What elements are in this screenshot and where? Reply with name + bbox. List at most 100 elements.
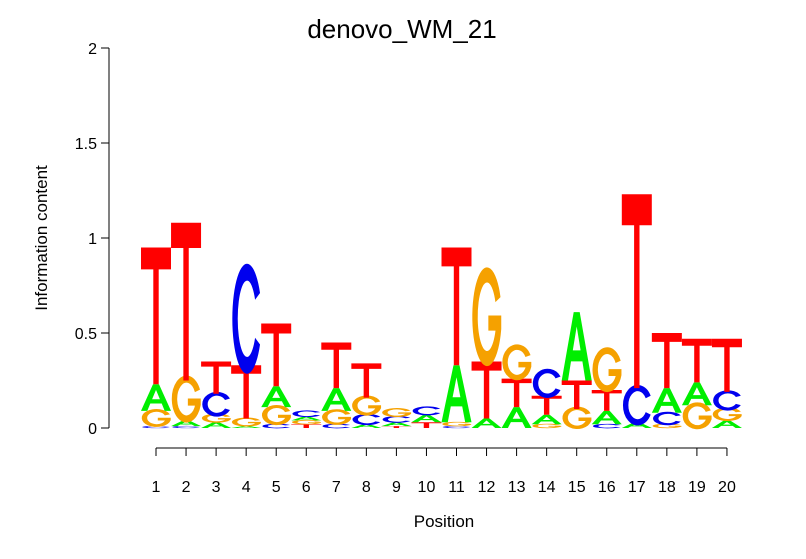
letter-t-mark xyxy=(231,365,262,419)
letter-c-mark xyxy=(593,423,621,429)
y-tick-label: 0 xyxy=(88,421,97,438)
letter-t-mark xyxy=(711,338,742,392)
logo-column xyxy=(441,247,472,429)
logo-column xyxy=(141,247,171,429)
logo-column xyxy=(411,406,442,428)
letter-c-mark xyxy=(442,425,471,429)
letter-g-mark xyxy=(682,402,712,430)
y-tick-label: 0.5 xyxy=(75,326,97,343)
logo-column xyxy=(201,361,232,428)
letter-a-mark xyxy=(441,365,472,423)
letter-t-mark xyxy=(621,194,652,389)
letter-g-mark xyxy=(261,404,291,426)
letter-g-mark xyxy=(382,408,412,417)
letter-g-mark xyxy=(171,375,201,423)
letter-a-mark xyxy=(501,407,532,428)
letter-a-mark xyxy=(621,422,652,428)
chart-title: denovo_WM_21 xyxy=(307,14,496,44)
letter-c-mark xyxy=(232,263,261,374)
letter-g-mark xyxy=(231,417,261,427)
letter-c-mark xyxy=(352,413,381,426)
letter-c-mark xyxy=(382,416,411,423)
x-tick-label: 5 xyxy=(272,479,281,496)
letter-c-mark xyxy=(172,425,200,429)
letter-a-mark xyxy=(561,312,592,381)
y-tick-label: 2 xyxy=(88,41,97,58)
x-tick-label: 20 xyxy=(718,479,736,496)
letter-g-mark xyxy=(442,421,472,427)
x-tick-label: 10 xyxy=(418,479,436,496)
letter-t-mark xyxy=(381,426,412,428)
letter-t-mark xyxy=(411,422,442,428)
letter-t-mark xyxy=(321,342,352,389)
letter-t-mark xyxy=(651,333,682,389)
x-tick-label: 2 xyxy=(182,479,191,496)
x-axis: 1 2 3 4 5 6 7 8 9 10 11 12 13 14 15 16 17 18 19 20 xyxy=(152,447,736,496)
letter-t-mark xyxy=(201,361,232,394)
y-axis: 0 0.5 1 1.5 2 xyxy=(75,41,110,438)
y-tick-label: 1.5 xyxy=(75,136,97,153)
x-tick-label: 15 xyxy=(568,479,586,496)
letter-a-mark xyxy=(381,422,412,427)
logo-column xyxy=(351,363,382,428)
letter-g-mark xyxy=(502,344,532,381)
letter-a-mark xyxy=(351,424,382,428)
logo-column xyxy=(471,267,502,428)
letter-a-mark xyxy=(711,420,742,428)
letter-a-mark xyxy=(201,422,232,428)
logo-column xyxy=(501,344,532,428)
letter-g-mark xyxy=(322,409,351,425)
logo-column xyxy=(621,194,652,428)
letter-t-mark xyxy=(561,380,592,409)
letter-c-mark xyxy=(532,368,561,398)
letter-t-mark xyxy=(681,338,712,383)
x-tick-label: 18 xyxy=(658,479,676,496)
letter-a-mark xyxy=(591,410,622,425)
letter-t-mark xyxy=(501,378,532,408)
logo-column xyxy=(681,338,712,430)
letter-a-mark xyxy=(231,426,262,428)
logo-column xyxy=(321,342,352,429)
letter-a-mark xyxy=(171,420,202,427)
letter-t-mark xyxy=(441,247,472,366)
x-tick-label: 9 xyxy=(392,479,401,496)
x-tick-label: 1 xyxy=(152,479,161,496)
y-axis-label: Information content xyxy=(32,165,51,311)
logo-column xyxy=(591,347,622,429)
x-tick-label: 13 xyxy=(508,479,526,496)
letter-t-mark xyxy=(171,222,202,381)
x-tick-label: 14 xyxy=(538,479,556,496)
y-tick-label: 1 xyxy=(88,231,97,248)
logo-column xyxy=(261,323,292,429)
letter-a-mark xyxy=(321,388,352,411)
letter-g-mark xyxy=(141,409,171,427)
x-tick-label: 7 xyxy=(332,479,341,496)
letter-t-mark xyxy=(291,424,322,428)
letter-c-mark xyxy=(202,391,230,417)
letter-g-mark xyxy=(292,419,321,425)
letter-c-mark xyxy=(713,390,741,411)
x-axis-label: Position xyxy=(414,512,474,531)
letter-t-mark xyxy=(471,361,502,419)
logo-column xyxy=(171,222,202,429)
x-tick-label: 8 xyxy=(362,479,371,496)
letter-a-mark xyxy=(261,386,292,408)
letter-g-mark xyxy=(472,267,502,367)
x-tick-label: 11 xyxy=(448,479,465,496)
letter-a-mark xyxy=(141,384,171,411)
letter-g-mark xyxy=(532,423,562,429)
x-tick-label: 16 xyxy=(598,479,616,496)
letter-a-mark xyxy=(651,388,682,413)
letter-g-mark xyxy=(562,406,592,429)
letter-t-mark xyxy=(351,363,382,398)
logo-column xyxy=(291,410,322,428)
letter-c-mark xyxy=(653,411,681,426)
x-tick-label: 17 xyxy=(628,479,646,496)
letter-a-mark xyxy=(531,414,562,425)
x-tick-label: 12 xyxy=(478,479,496,496)
logo-column xyxy=(561,312,592,429)
logo-column xyxy=(531,368,562,429)
letter-c-mark xyxy=(622,385,651,426)
letter-t-mark xyxy=(591,390,622,411)
